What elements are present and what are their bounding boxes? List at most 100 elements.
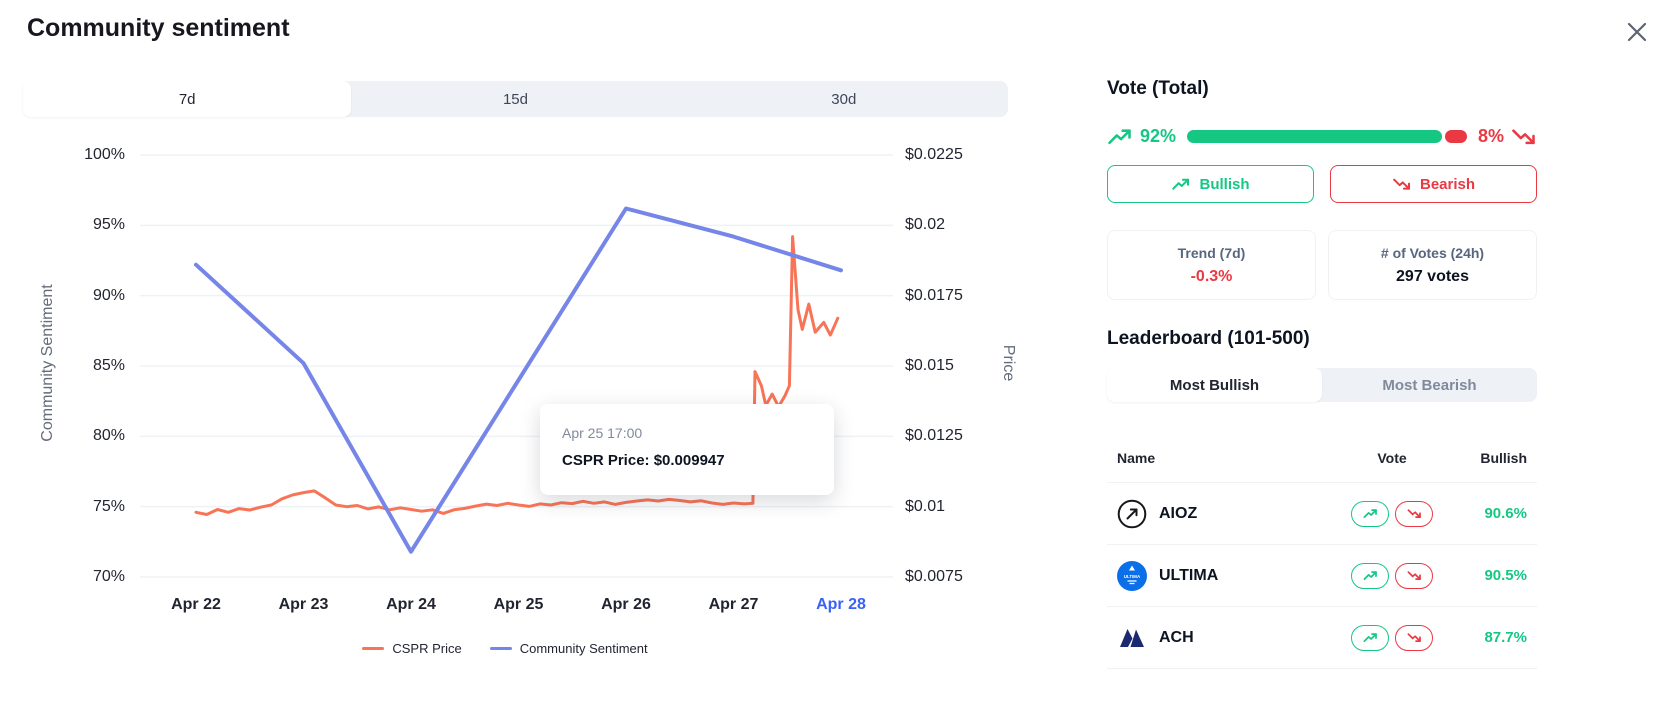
y-tick: 90% [92, 286, 125, 304]
close-button[interactable] [1622, 18, 1652, 48]
vote-bullish-pill[interactable] [1351, 500, 1389, 527]
sentiment-price-chart[interactable] [0, 0, 1040, 714]
price-tick: $0.0225 [905, 146, 963, 163]
vote-bearish-pill[interactable] [1395, 500, 1433, 527]
community-sentiment-swatch [489, 647, 512, 650]
leaderboard-header: Name Vote Bullish [1107, 402, 1537, 483]
x-label: Apr 27 [708, 596, 759, 613]
vote-cell [1337, 624, 1447, 651]
coin-cell: ULTIMA ULTIMA [1117, 560, 1337, 591]
bearish-button-label: Bearish [1419, 175, 1476, 193]
trend-7d-label: Trend (7d) [1177, 244, 1246, 261]
right-axis-tick-labels: $0.0225 $0.02 $0.0175 $0.015 $0.0125 $0.… [905, 145, 990, 587]
price-tick: $0.0075 [905, 567, 963, 585]
tooltip-value: CSPR Price: $0.009947 [562, 452, 725, 469]
x-label: Apr 24 [386, 596, 436, 613]
vote-ratio-bar [1187, 130, 1467, 143]
price-tick: $0.0175 [905, 286, 963, 304]
left-axis-title: Community Sentiment [39, 284, 56, 442]
vote-bar-bearish [1444, 130, 1467, 143]
vote-bullish-pill[interactable] [1351, 624, 1389, 651]
close-icon [1627, 22, 1647, 41]
vote-sentiment-row: 92% 8% [1107, 126, 1537, 147]
votes-24h-card: # of Votes (24h) 297 votes [1328, 230, 1537, 300]
trend-up-icon [1363, 633, 1377, 643]
table-row-aioz[interactable]: AIOZ 90.6% [1107, 483, 1537, 545]
left-axis-tick-labels: 100% 95% 90% 85% 80% 75% 70% [58, 145, 125, 587]
trend-up-icon [1107, 127, 1133, 146]
vote-total-title: Vote (Total) [1107, 78, 1209, 99]
tab-30d[interactable]: 30d [831, 90, 857, 108]
x-label: Apr 22 [171, 596, 221, 613]
tab-most-bullish[interactable]: Most Bullish [1107, 368, 1322, 402]
tab-7d[interactable]: 7d [23, 81, 352, 117]
trend-down-icon [1392, 177, 1412, 191]
chart-panel: 7d 15d 30d 100% 95% 90% 85% 80% 75% 70% … [0, 0, 1040, 714]
bullish-percent-cell: 90.5% [1484, 567, 1527, 584]
tab-15d[interactable]: 15d [502, 90, 528, 108]
bullish-button-label: Bullish [1199, 175, 1250, 193]
right-axis-title: Price [1000, 344, 1017, 382]
tab-most-bearish[interactable]: Most Bearish [1382, 376, 1477, 394]
trend-up-icon [1363, 571, 1377, 581]
coin-cell: AIOZ [1117, 499, 1337, 529]
y-tick: 70% [92, 567, 125, 585]
y-tick: 75% [92, 497, 125, 515]
table-row-ultima[interactable]: ULTIMA ULTIMA 90.5% [1107, 545, 1537, 607]
trend-up-icon [1171, 177, 1191, 191]
column-name: Name [1117, 450, 1156, 466]
vote-bullish-pill[interactable] [1351, 562, 1389, 589]
coin-name: ACH [1159, 628, 1194, 646]
leaderboard-tabs: Most Bullish Most Bearish [1107, 368, 1537, 402]
column-bullish: Bullish [1480, 450, 1527, 466]
x-label: Apr 26 [601, 596, 651, 613]
chart-range-tabs: 7d 15d 30d [23, 81, 1008, 117]
coin-name: ULTIMA [1159, 566, 1219, 584]
vote-panel: Vote (Total) 92% 8% Bullish [1107, 0, 1537, 669]
trend-down-icon [1511, 127, 1537, 146]
trend-up-icon [1363, 509, 1377, 519]
vote-bearish-pill[interactable] [1395, 624, 1433, 651]
bullish-percent-cell: 90.6% [1484, 505, 1527, 522]
chart-tooltip: Apr 25 17:00 CSPR Price: $0.009947 [540, 404, 834, 495]
legend-label: Community Sentiment [519, 641, 648, 656]
y-tick: 95% [92, 216, 125, 234]
chart-legend: CSPR Price Community Sentiment [0, 641, 1010, 656]
coin-cell: ACH [1117, 623, 1337, 653]
vote-cell [1337, 562, 1447, 589]
leaderboard-table: Name Vote Bullish AIOZ [1107, 402, 1537, 669]
trend-down-icon [1407, 509, 1421, 519]
bullish-percent: 92% [1140, 126, 1177, 146]
votes-24h-label: # of Votes (24h) [1380, 244, 1485, 261]
y-tick: 100% [84, 146, 125, 163]
leaderboard-title: Leaderboard (101-500) [1107, 328, 1310, 349]
column-vote: Vote [1377, 450, 1407, 466]
legend-label: CSPR Price [392, 641, 462, 656]
bearish-vote-button[interactable]: Bearish [1330, 165, 1537, 203]
legend-cspr-price[interactable]: CSPR Price [362, 641, 462, 656]
vote-cell [1337, 500, 1447, 527]
bearish-percent: 8% [1477, 126, 1504, 146]
aioz-logo-icon [1117, 499, 1147, 528]
votes-24h-value: 297 votes [1396, 267, 1469, 285]
price-tick: $0.015 [905, 356, 954, 374]
legend-community-sentiment[interactable]: Community Sentiment [489, 641, 648, 656]
trend-7d-value: -0.3% [1190, 267, 1233, 285]
y-tick: 85% [92, 356, 125, 374]
table-row-ach[interactable]: ACH 87.7% [1107, 607, 1537, 669]
price-tick: $0.01 [905, 497, 946, 515]
cspr-price-swatch [362, 647, 385, 650]
svg-text:ULTIMA: ULTIMA [1124, 574, 1141, 579]
x-label: Apr 25 [493, 596, 544, 613]
vote-stat-cards: Trend (7d) -0.3% # of Votes (24h) 297 vo… [1107, 230, 1537, 300]
x-axis-labels: Apr 22 Apr 23 Apr 24 Apr 25 Apr 26 Apr 2… [146, 596, 891, 614]
price-tick: $0.02 [905, 216, 946, 234]
trend-7d-card: Trend (7d) -0.3% [1107, 230, 1316, 300]
bullish-vote-button[interactable]: Bullish [1107, 165, 1314, 203]
x-label-current: Apr 28 [816, 596, 866, 613]
coin-name: AIOZ [1159, 504, 1198, 522]
trend-down-icon [1407, 633, 1421, 643]
vote-bearish-pill[interactable] [1395, 562, 1433, 589]
ultima-logo-icon: ULTIMA [1117, 560, 1147, 591]
